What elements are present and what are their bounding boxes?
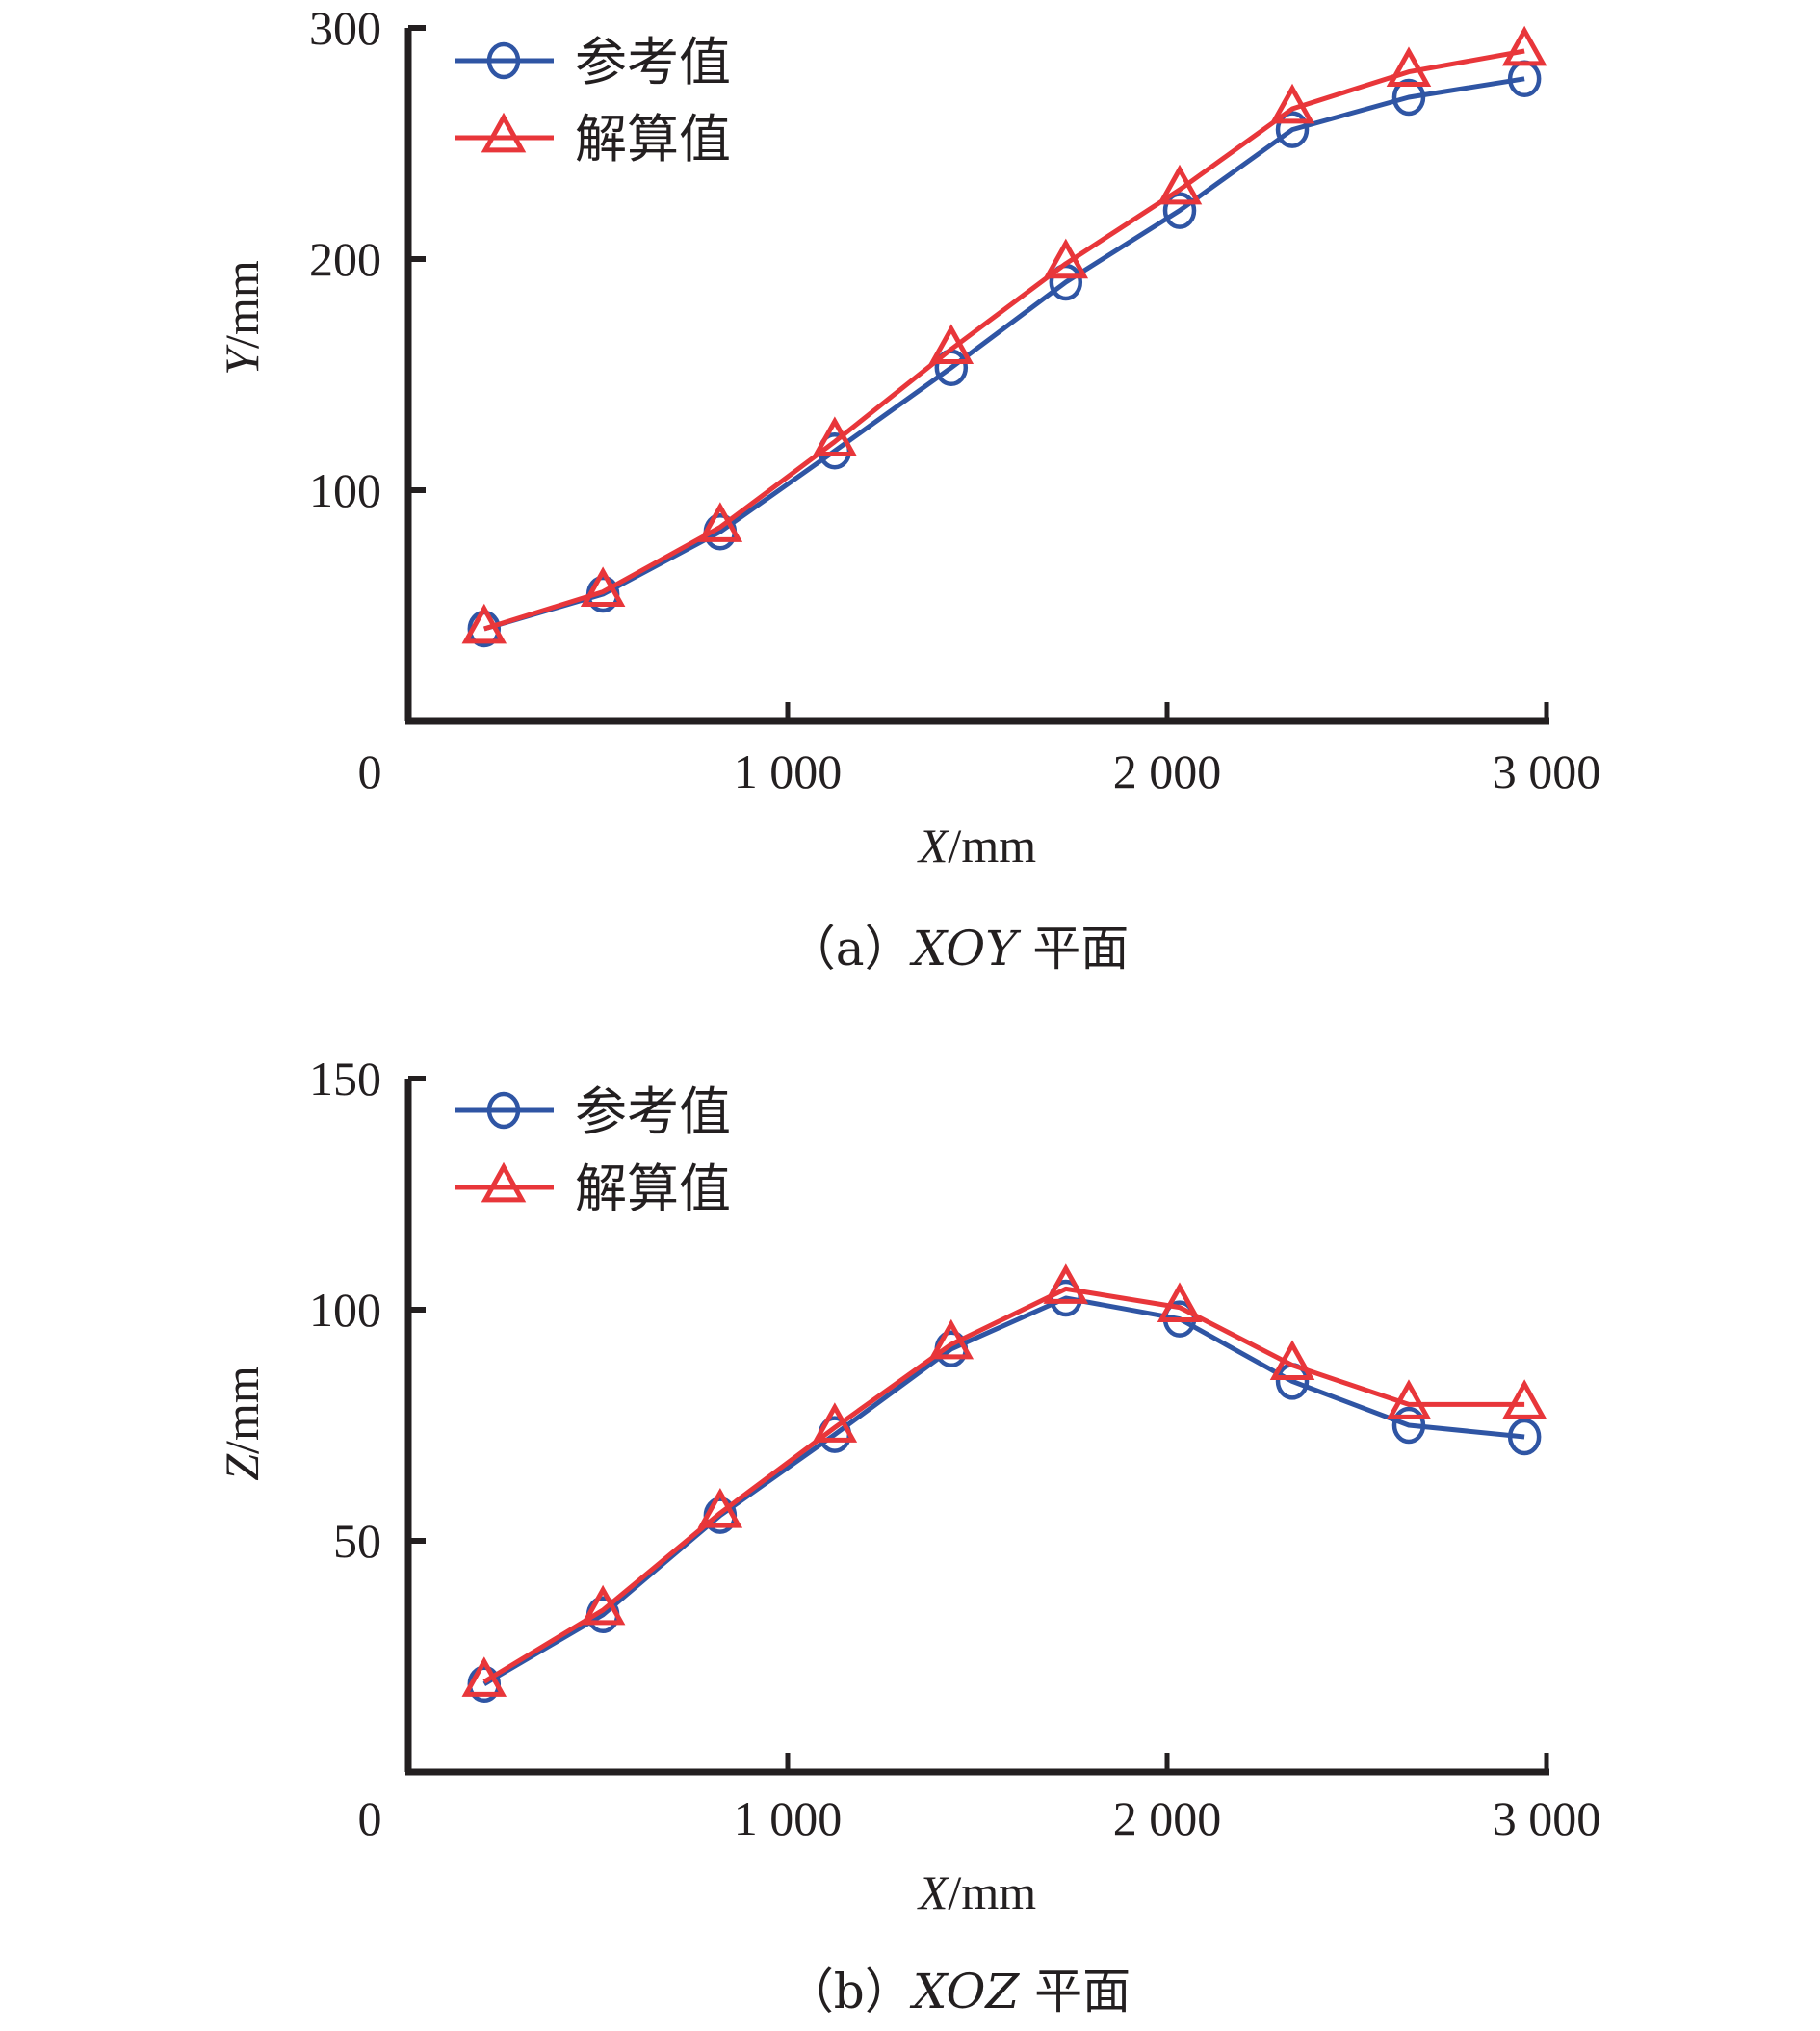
data-point-circle	[1507, 1418, 1542, 1456]
caption-suffix: 平面	[1019, 1964, 1131, 2019]
x-tick-label: 2 000	[1113, 1791, 1222, 1845]
data-point-circle	[1391, 1406, 1426, 1445]
x-tick-label: 3 000	[1493, 1791, 1601, 1845]
data-point-triangle	[461, 1656, 507, 1697]
caption-plane: XOZ	[909, 1964, 1021, 2019]
y-axis-title-unit: /mm	[215, 260, 269, 349]
data-point-circle	[1162, 192, 1197, 229]
caption-suffix: 平面	[1017, 921, 1129, 976]
origin-label: 0	[358, 1791, 382, 1845]
data-point-triangle	[580, 566, 626, 608]
data-point-triangle	[697, 1487, 743, 1528]
data-point-triangle	[928, 1318, 975, 1360]
legend-circle-icon	[486, 41, 521, 80]
legend-triangle-icon	[481, 112, 527, 153]
legend-item: 解算值	[455, 1159, 731, 1219]
y-tick-label: 100	[309, 463, 381, 517]
data-point-triangle	[580, 1584, 626, 1626]
data-point-triangle	[812, 1402, 858, 1443]
data-point-triangle	[461, 603, 507, 644]
caption-plane: XOY	[909, 921, 1022, 976]
y-axis-title-unit: /mm	[215, 1366, 269, 1454]
x-axis-title: X/mm	[917, 819, 1036, 872]
x-tick-label: 1 000	[734, 744, 843, 798]
legend-item: 解算值	[455, 109, 731, 169]
data-point-triangle	[1043, 238, 1089, 279]
y-axis-title: Z/mm	[215, 1366, 269, 1481]
data-point-triangle	[812, 416, 858, 457]
data-point-triangle	[1386, 1379, 1432, 1419]
legend-triangle-icon	[481, 1161, 527, 1203]
y-axis-title-var: Y	[215, 344, 269, 376]
y-axis-title: Y/mm	[215, 260, 269, 376]
data-point-triangle	[1269, 1340, 1315, 1381]
legend-label: 参考值	[575, 1081, 731, 1142]
data-point-triangle	[1043, 1263, 1089, 1304]
series-line-reference	[483, 76, 1525, 632]
x-tick-label: 1 000	[734, 1791, 843, 1845]
data-point-triangle	[1157, 164, 1203, 205]
origin-label: 0	[358, 744, 382, 798]
data-point-triangle	[928, 324, 975, 365]
y-axis-title-var: Z	[215, 1453, 269, 1481]
x-axis-title-unit: /mm	[948, 819, 1036, 872]
figure-caption: （a）XOY 平面	[788, 921, 1129, 976]
figure-caption: （b）XOZ 平面	[786, 1964, 1131, 2019]
x-axis-title-var: X	[917, 1865, 950, 1919]
caption-prefix: （a）	[788, 921, 913, 976]
data-point-triangle	[1386, 46, 1432, 88]
legend-label: 参考值	[575, 32, 731, 92]
x-tick-label: 3 000	[1493, 744, 1601, 798]
y-tick-label: 100	[309, 1283, 381, 1337]
x-tick-label: 2 000	[1113, 744, 1222, 798]
x-axis-title-unit: /mm	[948, 1865, 1036, 1919]
legend-label: 解算值	[575, 1159, 731, 1219]
data-point-triangle	[1501, 1379, 1547, 1419]
x-axis-title: X/mm	[917, 1865, 1036, 1919]
series-line-reference	[482, 1295, 1525, 1686]
x-axis-title-var: X	[917, 819, 950, 872]
data-point-circle	[1391, 78, 1426, 117]
caption-prefix: （b）	[786, 1964, 913, 2019]
y-tick-label: 300	[309, 1, 381, 55]
data-point-circle	[1275, 111, 1310, 148]
legend-item: 参考值	[455, 32, 731, 92]
series-line-computed	[483, 48, 1525, 632]
data-point-triangle	[1157, 1282, 1203, 1323]
data-point-triangle	[1501, 25, 1547, 66]
y-tick-label: 200	[309, 232, 381, 286]
legend-item: 参考值	[455, 1081, 731, 1142]
legend-circle-icon	[486, 1091, 521, 1130]
data-point-triangle	[697, 502, 743, 542]
legend-label: 解算值	[575, 109, 731, 169]
data-point-triangle	[1269, 83, 1315, 124]
y-tick-label: 150	[309, 1052, 381, 1106]
series-line-computed	[482, 1286, 1525, 1684]
y-tick-label: 50	[333, 1514, 381, 1568]
